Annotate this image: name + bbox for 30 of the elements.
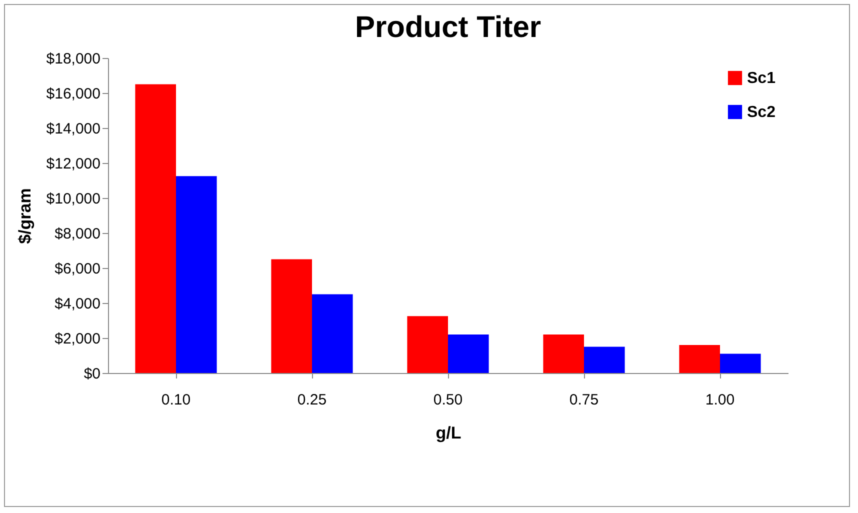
y-tick-label: $18,000 (46, 50, 100, 68)
y-axis-title: $/gram (15, 188, 34, 244)
y-tick-label: $8,000 (54, 226, 100, 242)
y-tick-label: $6,000 (54, 260, 100, 278)
bar (135, 84, 176, 373)
y-tick-label: $16,000 (46, 86, 100, 102)
bar (720, 354, 761, 373)
y-tick-label: $2,000 (54, 330, 100, 348)
bar (679, 345, 720, 373)
y-tick-label: $14,000 (46, 120, 100, 138)
legend-label: Sc1 (747, 70, 776, 87)
x-axis-title: g/L (436, 424, 462, 442)
x-tick-label: 0.50 (433, 392, 463, 408)
bar (407, 316, 448, 373)
bar (543, 334, 584, 373)
y-tick-label: $4,000 (54, 296, 100, 312)
chart-title: Product Titer (354, 11, 542, 44)
y-tick-label: $12,000 (46, 156, 100, 172)
bar (176, 176, 217, 373)
x-tick-label: 1.00 (705, 392, 735, 408)
x-tick-label: 0.25 (297, 392, 327, 408)
legend-label: Sc2 (747, 104, 776, 121)
x-tick-label: 0.10 (161, 392, 191, 408)
bar (312, 294, 353, 373)
bar (584, 346, 625, 373)
y-tick-label: $10,000 (46, 190, 100, 208)
x-tick-label: 0.75 (569, 392, 599, 408)
bar (271, 259, 312, 373)
bar (448, 334, 489, 373)
y-tick-label: $0 (84, 366, 100, 382)
